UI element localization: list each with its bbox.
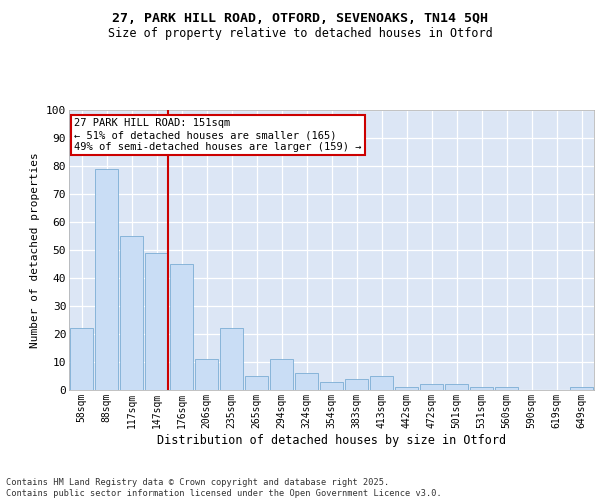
Bar	[120, 236, 143, 390]
Bar	[420, 384, 443, 390]
Bar	[95, 169, 118, 390]
Bar	[370, 376, 393, 390]
Text: Size of property relative to detached houses in Otford: Size of property relative to detached ho…	[107, 28, 493, 40]
Bar	[145, 253, 168, 390]
Bar	[495, 387, 518, 390]
Bar	[320, 382, 343, 390]
Text: 27 PARK HILL ROAD: 151sqm
← 51% of detached houses are smaller (165)
49% of semi: 27 PARK HILL ROAD: 151sqm ← 51% of detac…	[74, 118, 362, 152]
Bar	[270, 359, 293, 390]
Y-axis label: Number of detached properties: Number of detached properties	[31, 152, 40, 348]
Bar	[295, 373, 318, 390]
Bar	[470, 387, 493, 390]
Bar	[220, 328, 243, 390]
Bar	[195, 359, 218, 390]
Bar	[245, 376, 268, 390]
Bar	[445, 384, 468, 390]
Bar	[570, 387, 593, 390]
Text: 27, PARK HILL ROAD, OTFORD, SEVENOAKS, TN14 5QH: 27, PARK HILL ROAD, OTFORD, SEVENOAKS, T…	[112, 12, 488, 26]
X-axis label: Distribution of detached houses by size in Otford: Distribution of detached houses by size …	[157, 434, 506, 446]
Bar	[395, 387, 418, 390]
Bar	[345, 379, 368, 390]
Bar	[70, 328, 93, 390]
Bar	[170, 264, 193, 390]
Text: Contains HM Land Registry data © Crown copyright and database right 2025.
Contai: Contains HM Land Registry data © Crown c…	[6, 478, 442, 498]
